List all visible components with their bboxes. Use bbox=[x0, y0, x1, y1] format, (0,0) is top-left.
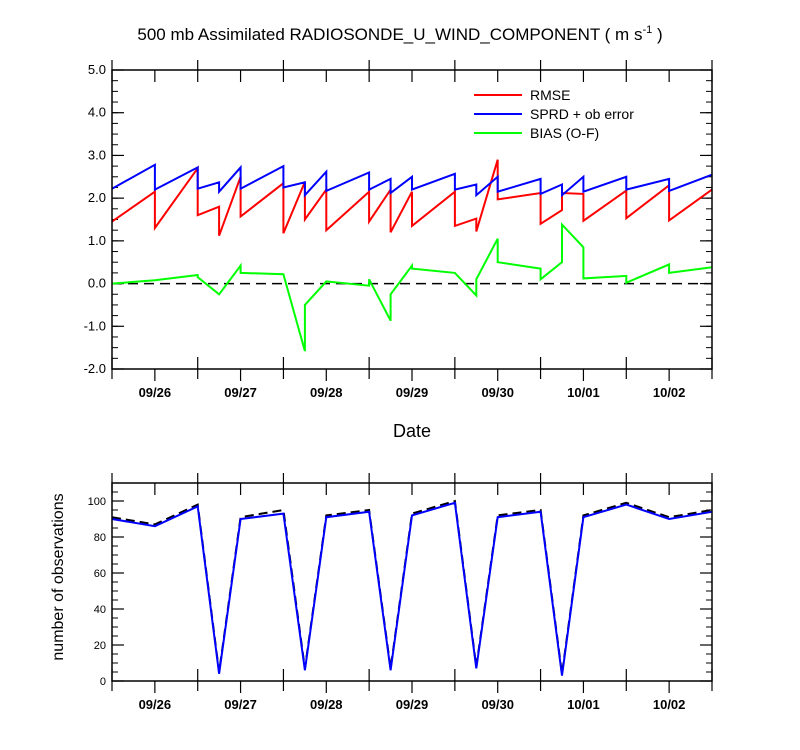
y-tick-label: -1.0 bbox=[84, 318, 106, 333]
y-tick-label: 80 bbox=[94, 532, 106, 544]
series-line-rmse bbox=[111, 159, 713, 237]
y-tick-label: 2.0 bbox=[88, 190, 106, 205]
y-tick-label: 4.0 bbox=[88, 105, 106, 120]
bottom-panel-frame bbox=[111, 482, 713, 682]
series-line-possible bbox=[111, 499, 713, 674]
x-tick-label: 09/26 bbox=[139, 385, 172, 400]
x-tick-label: 10/01 bbox=[567, 385, 600, 400]
top-panel-axis-labels: -2.0 -1.0 0.0 1.0 2.0 3.0 4.0 5.0 09/26 09/27 09/2… bbox=[84, 62, 686, 400]
y-tick-label: 20 bbox=[94, 640, 106, 652]
x-tick-label: 09/27 bbox=[224, 385, 257, 400]
x-tick-label: 09/27 bbox=[224, 697, 257, 712]
x-tick-label: 09/30 bbox=[481, 385, 514, 400]
y-tick-label: 60 bbox=[94, 568, 106, 580]
x-tick-label: 10/02 bbox=[653, 697, 686, 712]
title-main: 500 mb Assimilated RADIOSONDE_U_WIND_COM… bbox=[137, 25, 642, 44]
legend-label-bias-o-f: BIAS (O-F) bbox=[530, 125, 599, 141]
series-line-bias-o-f bbox=[111, 222, 713, 352]
top-panel-series bbox=[111, 159, 713, 352]
legend: RMSE SPRD + ob error BIAS (O-F) bbox=[474, 87, 634, 141]
x-tick-label: 09/30 bbox=[481, 697, 514, 712]
legend-label-sprd-ob-error: SPRD + ob error bbox=[530, 106, 634, 122]
top-panel-frame bbox=[111, 69, 713, 370]
bottom-panel-series bbox=[111, 499, 713, 676]
x-tick-label: 09/28 bbox=[310, 697, 343, 712]
y-tick-label: 100 bbox=[88, 496, 106, 508]
y-tick-label: 40 bbox=[94, 604, 106, 616]
y-tick-label: 0.0 bbox=[88, 276, 106, 291]
chart-title: 500 mb Assimilated RADIOSONDE_U_WIND_COM… bbox=[137, 24, 662, 44]
series-line-sprd-ob-error bbox=[111, 163, 713, 198]
y-axis-label-observations: number of observations bbox=[50, 493, 67, 660]
y-tick-label: -2.0 bbox=[84, 361, 106, 376]
top-panel: -2.0 -1.0 0.0 1.0 2.0 3.0 4.0 5.0 09/26 09/27 09/2… bbox=[84, 60, 713, 441]
x-tick-label: 09/26 bbox=[139, 697, 172, 712]
x-tick-label: 09/29 bbox=[396, 697, 429, 712]
y-tick-label: 3.0 bbox=[88, 147, 106, 162]
legend-label-rmse: RMSE bbox=[530, 87, 570, 103]
x-tick-label: 10/01 bbox=[567, 697, 600, 712]
x-tick-label: 09/28 bbox=[310, 385, 343, 400]
x-axis-label: Date bbox=[393, 421, 431, 441]
y-tick-label: 1.0 bbox=[88, 233, 106, 248]
y-tick-label: 5.0 bbox=[88, 62, 106, 77]
y-tick-label: 0 bbox=[100, 676, 106, 688]
x-tick-label: 09/29 bbox=[396, 385, 429, 400]
bottom-panel-axis-labels: 0 20 40 60 80 100 09/26 09/27 09/28 09/29 09/30 10/… bbox=[88, 496, 686, 712]
title-units-exponent: -1 bbox=[642, 24, 652, 36]
x-tick-label: 10/02 bbox=[653, 385, 686, 400]
title-close: ) bbox=[652, 25, 662, 44]
series-line-used bbox=[111, 501, 713, 676]
bottom-panel: 0 20 40 60 80 100 09/26 09/27 09/28 09/29 09/30 10/… bbox=[50, 473, 713, 712]
